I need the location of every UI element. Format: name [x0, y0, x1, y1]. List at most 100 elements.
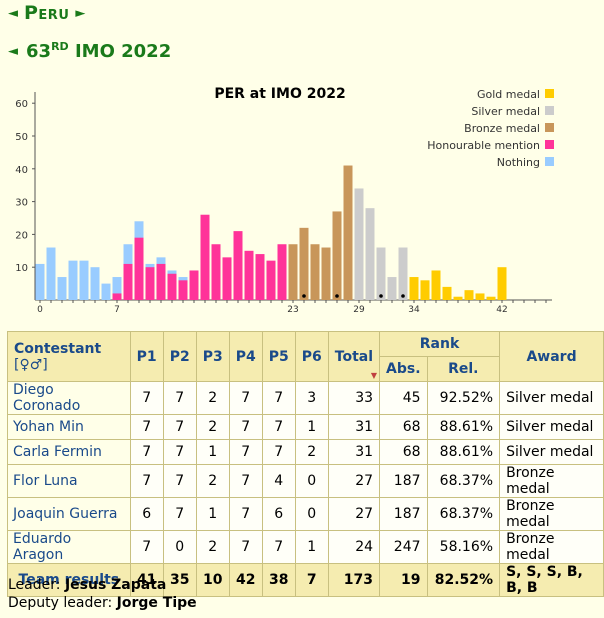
p2-score: 7	[162, 414, 197, 440]
deputy-leader-line: Deputy leader: Jorge Tipe	[8, 595, 197, 611]
x-tick-label: 42	[496, 305, 507, 315]
rank-rel: 68.37%	[426, 464, 501, 498]
p1-score: 7	[129, 414, 164, 440]
total-header[interactable]: Total ▼	[327, 331, 381, 382]
p6-header[interactable]: P6	[294, 331, 329, 382]
chart-svg: PER at IMO 2022 10 20 30 40 50 60 0 7 23 29 34 42 Gol…	[15, 86, 554, 315]
bar	[453, 296, 463, 300]
results-table: Contestant [♀♂] P1 P2 P3 P4 P5 P6 Total ▼…	[7, 331, 604, 597]
contestant-name-link[interactable]: Carla Fermin	[7, 439, 131, 465]
bar	[409, 277, 419, 300]
rank-abs: 187	[379, 464, 428, 498]
bar	[321, 247, 331, 300]
total-score: 24	[327, 530, 381, 564]
team-p3-score: 10	[195, 563, 230, 597]
bar	[376, 247, 386, 300]
contestant-name-link[interactable]: Yohan Min	[7, 414, 131, 440]
rank-abs: 68	[379, 439, 428, 465]
p3-header[interactable]: P3	[195, 331, 230, 382]
bar	[123, 263, 133, 300]
p1-score: 7	[129, 464, 164, 498]
leader-name[interactable]: Jesus Zapata	[64, 577, 167, 593]
y-tick-label: 50	[15, 132, 28, 143]
p3-score: 2	[195, 381, 230, 415]
contestant-name-link[interactable]: Diego Coronado	[7, 381, 131, 415]
results-body: Diego Coronado 7 7 2 7 7 3 33 45 92.52% Silver med…	[7, 381, 604, 597]
p3-score: 1	[195, 497, 230, 531]
p6-score: 1	[294, 414, 329, 440]
contestant-header[interactable]: Contestant [♀♂]	[7, 331, 131, 382]
contestant-row: Diego Coronado 7 7 2 7 7 3 33 45 92.52% Silver med…	[7, 381, 604, 415]
award-header[interactable]: Award	[499, 331, 604, 382]
bar	[332, 211, 342, 300]
bar	[35, 263, 45, 300]
total-score: 27	[327, 464, 381, 498]
contestant-name-link[interactable]: Flor Luna	[7, 464, 131, 498]
rank-rel: 58.16%	[426, 530, 501, 564]
rank-rel: 68.37%	[426, 497, 501, 531]
bar	[310, 244, 320, 300]
p6-score: 0	[294, 497, 329, 531]
bar	[398, 247, 408, 300]
bar	[475, 293, 485, 300]
contestant-row: Flor Luna 7 7 2 7 4 0 27 187 68.37% Bronze medal	[7, 464, 604, 498]
team-results-link[interactable]: Team results	[7, 563, 131, 597]
bar	[255, 254, 265, 300]
legend-swatch	[545, 123, 554, 132]
rank-rel-header[interactable]: Rel.	[426, 356, 501, 382]
bar	[46, 247, 56, 300]
rank-abs-header[interactable]: Abs.	[379, 356, 428, 382]
bar	[57, 277, 67, 300]
p6-score: 2	[294, 439, 329, 465]
bar	[211, 244, 221, 300]
rank-rel: 92.52%	[426, 381, 501, 415]
rank-abs: 247	[379, 530, 428, 564]
bar	[200, 214, 210, 300]
legend-swatch	[545, 157, 554, 166]
y-tick-label: 60	[15, 99, 28, 110]
rank-rel: 88.61%	[426, 414, 501, 440]
bar	[112, 293, 122, 300]
legend-label: Honourable mention	[427, 139, 540, 152]
p4-header[interactable]: P4	[228, 331, 263, 382]
p6-score: 3	[294, 381, 329, 415]
team-results-row: Team results 41 35 10 42 38 7 173 19 82.52% S, S, …	[7, 563, 604, 597]
p3-score: 2	[195, 530, 230, 564]
deputy-leader-name[interactable]: Jorge Tipe	[116, 595, 197, 611]
y-tick-label: 20	[15, 230, 28, 241]
p1-score: 7	[129, 530, 164, 564]
bar	[222, 257, 232, 300]
total-score: 31	[327, 414, 381, 440]
p5-score: 7	[261, 414, 296, 440]
team-marker	[302, 294, 306, 298]
contestant-name-link[interactable]: Eduardo Aragon	[7, 530, 131, 564]
team-p4-score: 42	[228, 563, 263, 597]
award-cell: Bronze medal	[499, 497, 604, 531]
bar	[486, 296, 496, 300]
olympiad-heading: ◄ 63RD IMO 2022	[8, 40, 171, 62]
chart-title: PER at IMO 2022	[214, 86, 345, 102]
award-cell: Silver medal	[499, 381, 604, 415]
p2-score: 0	[162, 530, 197, 564]
previous-country-arrow[interactable]: ◄	[8, 5, 18, 21]
contestant-row: Eduardo Aragon 7 0 2 7 7 1 24 247 58.16% Bronze me…	[7, 530, 604, 564]
previous-olympiad-arrow[interactable]: ◄	[8, 43, 18, 59]
next-country-arrow[interactable]: ►	[75, 5, 86, 21]
legend-swatch	[545, 89, 554, 98]
p2-score: 7	[162, 439, 197, 465]
p5-score: 7	[261, 530, 296, 564]
bar	[431, 270, 441, 300]
bar	[365, 208, 375, 300]
p2-header[interactable]: P2	[162, 331, 197, 382]
award-cell: Bronze medal	[499, 464, 604, 498]
p1-header[interactable]: P1	[129, 331, 164, 382]
p5-header[interactable]: P5	[261, 331, 296, 382]
p4-score: 7	[228, 497, 263, 531]
contestant-name-link[interactable]: Joaquin Guerra	[7, 497, 131, 531]
country-heading: ◄ Peru ►	[8, 2, 85, 24]
bar	[156, 263, 166, 300]
legend-swatch	[545, 106, 554, 115]
total-score: 31	[327, 439, 381, 465]
p4-score: 7	[228, 414, 263, 440]
bar	[343, 165, 353, 300]
